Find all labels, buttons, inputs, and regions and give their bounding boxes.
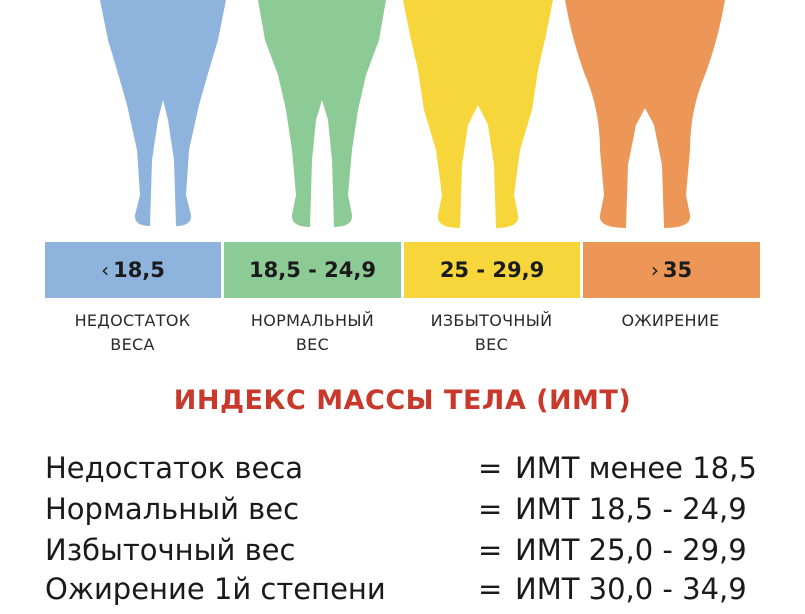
bmi-row: Недостаток веса = ИМТ менее 18,5	[0, 451, 805, 493]
bmi-row-label: Ожирение 1й степени	[45, 572, 386, 606]
bmi-row-label: Недостаток веса	[45, 451, 304, 485]
bmi-row-label: Нормальный вес	[45, 492, 300, 526]
bmi-row-value: ИМТ 30,0 - 34,9	[515, 572, 747, 606]
bmi-row-label: Избыточный вес	[45, 533, 296, 567]
range-value: 25 - 29,9	[439, 258, 545, 282]
bmi-row: Нормальный вес = ИМТ 18,5 - 24,9	[0, 492, 805, 534]
caption-line: ОЖИРЕНИЕ	[621, 311, 720, 330]
obese-silhouette	[565, 0, 725, 228]
caption-line: ИЗБЫТОЧНЫЙ	[430, 311, 553, 330]
caption-overweight: ИЗБЫТОЧНЫЙ ВЕС	[404, 309, 579, 357]
bmi-row-value: ИМТ 25,0 - 29,9	[515, 533, 747, 567]
caption-obese: ОЖИРЕНИЕ	[583, 309, 758, 333]
caption-line: ВЕС	[474, 335, 509, 354]
bmi-row-value: ИМТ менее 18,5	[515, 451, 757, 485]
caption-underweight: НЕДОСТАТОК ВЕСА	[45, 309, 220, 357]
normal-silhouette	[258, 0, 386, 227]
range-bar-overweight: 25 - 29,9	[404, 242, 580, 298]
less-than-icon: ‹	[101, 258, 110, 282]
equals-sign: =	[478, 451, 503, 485]
range-bar-normal: 18,5 - 24,9	[224, 242, 401, 298]
bmi-row: Ожирение 1й степени = ИМТ 30,0 - 34,9	[0, 572, 805, 614]
range-value: 18,5 - 24,9	[249, 258, 376, 282]
underweight-silhouette	[100, 0, 226, 226]
equals-sign: =	[478, 492, 503, 526]
range-value: 35	[662, 258, 693, 282]
caption-line: ВЕС	[295, 335, 330, 354]
range-value: 18,5	[113, 258, 165, 282]
range-bar-obese: › 35	[583, 242, 760, 298]
caption-line: НОРМАЛЬНЫЙ	[250, 311, 375, 330]
range-bar-underweight: ‹ 18,5	[45, 242, 221, 298]
bmi-row-value: ИМТ 18,5 - 24,9	[515, 492, 747, 526]
equals-sign: =	[478, 533, 503, 567]
greater-than-icon: ›	[650, 258, 659, 282]
body-silhouettes	[0, 0, 805, 232]
page-title: ИНДЕКС МАССЫ ТЕЛА (ИМТ)	[173, 385, 632, 416]
caption-normal: НОРМАЛЬНЫЙ ВЕС	[225, 309, 400, 357]
bmi-row: Избыточный вес = ИМТ 25,0 - 29,9	[0, 533, 805, 575]
equals-sign: =	[478, 572, 503, 606]
caption-line: НЕДОСТАТОК	[74, 311, 191, 330]
overweight-silhouette	[403, 0, 553, 228]
caption-line: ВЕСА	[110, 335, 155, 354]
